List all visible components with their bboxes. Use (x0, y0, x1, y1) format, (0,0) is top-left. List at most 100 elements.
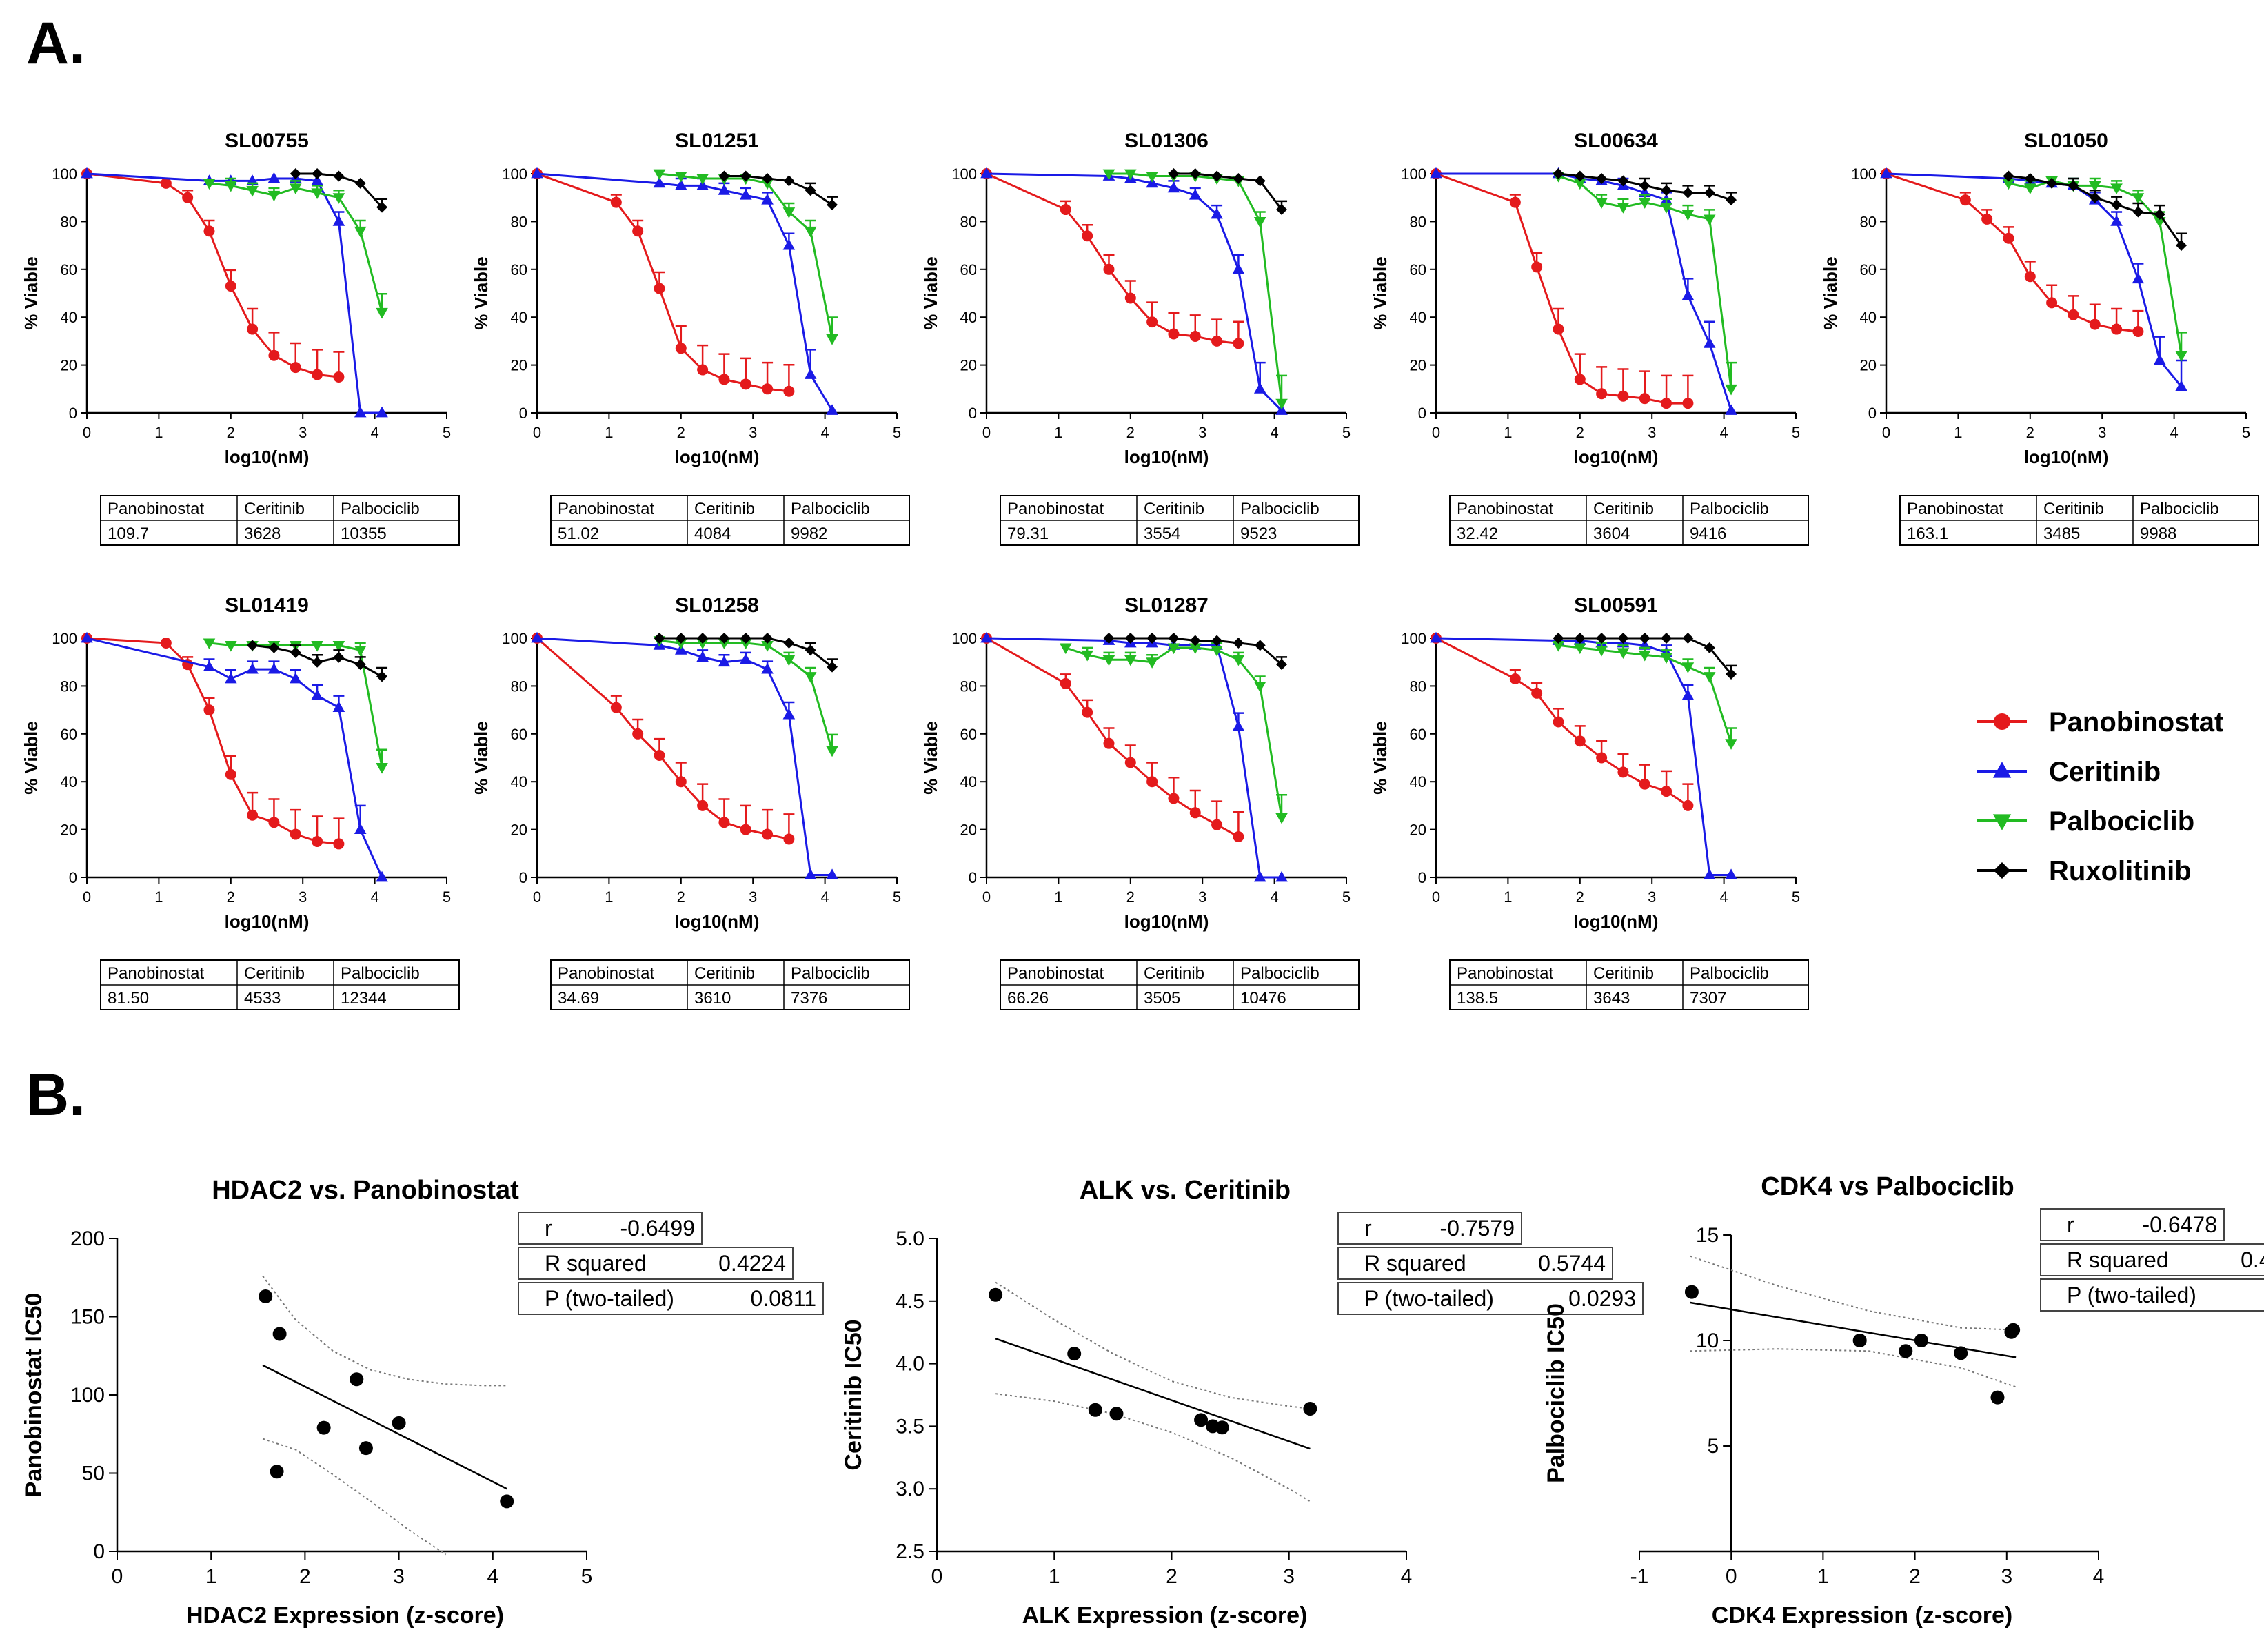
table-header: Ceritinib (1144, 964, 1204, 983)
y-axis-label: Ceritinib IC50 (840, 1319, 867, 1470)
data-point (376, 406, 388, 418)
scatter-point (358, 1441, 373, 1456)
data-point (268, 817, 280, 828)
table-cell: 79.31 (1007, 524, 1049, 543)
data-point (740, 633, 751, 644)
data-point (354, 823, 367, 834)
x-tick-label: 3 (299, 424, 307, 441)
scatter-point (392, 1416, 406, 1430)
data-point (1275, 870, 1288, 882)
table-header: Palbociclib (2140, 500, 2219, 518)
scatter-title: HDAC2 vs. Panobinostat (212, 1176, 519, 1205)
y-tick-label: 80 (960, 677, 977, 695)
data-point (203, 638, 216, 650)
table-cell: 9988 (2140, 524, 2176, 543)
data-point (1189, 643, 1202, 655)
data-point (2110, 183, 2123, 195)
ic50-table: Panobinostat 66.26 Ceritinib 3505 Palbocicli… (1000, 959, 1360, 1010)
y-tick-label: 0 (93, 1540, 105, 1563)
data-point (376, 762, 388, 774)
data-point (980, 167, 993, 179)
data-point (1639, 633, 1650, 644)
table-cell: 163.1 (1907, 524, 1948, 543)
table-cell: 4533 (244, 989, 281, 1008)
stats-value: 0.4196 (2241, 1247, 2264, 1272)
y-tick-label: 100 (502, 630, 527, 647)
data-point (1102, 169, 1115, 181)
data-point (1167, 643, 1180, 655)
confidence-band-upper (262, 1275, 507, 1387)
y-tick-label: 100 (1401, 165, 1426, 183)
x-axis-label: log10(nM) (1124, 447, 1209, 467)
curve-panel-sl01258: SL01258 0 20 40 60 80 100 0 1 2 3 4 5 log10(nM) % Viab… (471, 594, 910, 1010)
data-point (1254, 640, 1266, 651)
y-tick-label: 80 (960, 213, 977, 230)
data-point (247, 323, 259, 335)
series-panobinostat (1431, 633, 1694, 811)
data-point (1060, 677, 1071, 689)
data-point (2175, 380, 2187, 391)
series-palbociclib (1060, 642, 1288, 824)
series-panobinostat (1881, 168, 2144, 338)
series-line (536, 637, 833, 877)
x-tick-label: 1 (1049, 1565, 1060, 1588)
data-point (1703, 672, 1716, 683)
table-header: Panobinostat (1907, 500, 2003, 518)
x-tick-label: -1 (1630, 1565, 1649, 1588)
data-point (1211, 335, 1223, 347)
data-point (1168, 328, 1180, 340)
x-tick-label: 2 (1166, 1565, 1178, 1588)
data-point (718, 170, 730, 182)
x-tick-label: 5 (443, 888, 451, 906)
data-point (1574, 374, 1586, 385)
data-point (81, 167, 93, 179)
y-tick-label: 0 (1418, 869, 1426, 886)
ic50-table: Panobinostat 163.1 Ceritinib 3485 Palbocicli… (1899, 495, 2259, 546)
y-tick-label: 20 (1860, 357, 1877, 374)
y-tick-label: 100 (52, 165, 77, 183)
x-tick-label: 4 (820, 424, 829, 441)
data-point (2110, 215, 2123, 226)
confidence-band-lower (995, 1393, 1311, 1502)
y-tick-label: 100 (1851, 165, 1877, 183)
data-point (1233, 172, 1244, 184)
series-panobinostat (532, 633, 795, 845)
stats-value: -0.7579 (1439, 1216, 1515, 1241)
data-point (783, 175, 795, 187)
data-point (1660, 653, 1672, 664)
data-point (654, 633, 665, 644)
curve-panel-sl01251: SL01251 0 20 40 60 80 100 0 1 2 3 4 5 log10(nM) % Viab… (471, 130, 910, 546)
data-point (1233, 637, 1244, 649)
y-axis-label: % Viable (21, 256, 41, 329)
data-point (805, 185, 816, 196)
stats-label: r (2067, 1212, 2074, 1237)
data-point (1232, 720, 1245, 731)
series-line (86, 637, 383, 878)
y-tick-label: 80 (61, 213, 77, 230)
data-point (333, 838, 345, 850)
stats-label: R squared (545, 1251, 647, 1276)
x-tick-label: 2 (2026, 424, 2034, 441)
scatter-point (1067, 1347, 1082, 1361)
x-tick-label: 0 (982, 424, 991, 441)
scatter-point (316, 1420, 331, 1435)
data-point (376, 201, 388, 213)
series-ruxolitinib (1168, 168, 1288, 216)
y-tick-label: 60 (1410, 726, 1426, 743)
data-point (312, 369, 323, 380)
data-point (2153, 354, 2166, 365)
data-point (531, 631, 543, 643)
table-header: Panobinostat (1007, 964, 1104, 983)
y-axis-label: Palbociclib IC50 (1543, 1303, 1569, 1483)
y-tick-label: 3.0 (896, 1478, 924, 1500)
data-point (1276, 204, 1288, 216)
series-panobinostat (981, 633, 1244, 843)
data-point (1553, 323, 1564, 335)
x-tick-label: 4 (487, 1565, 498, 1588)
data-point (2002, 179, 2015, 190)
stats-label: r (545, 1216, 552, 1241)
table-header: Palbociclib (341, 964, 420, 983)
series-line (986, 172, 1239, 345)
data-point (1661, 633, 1672, 644)
